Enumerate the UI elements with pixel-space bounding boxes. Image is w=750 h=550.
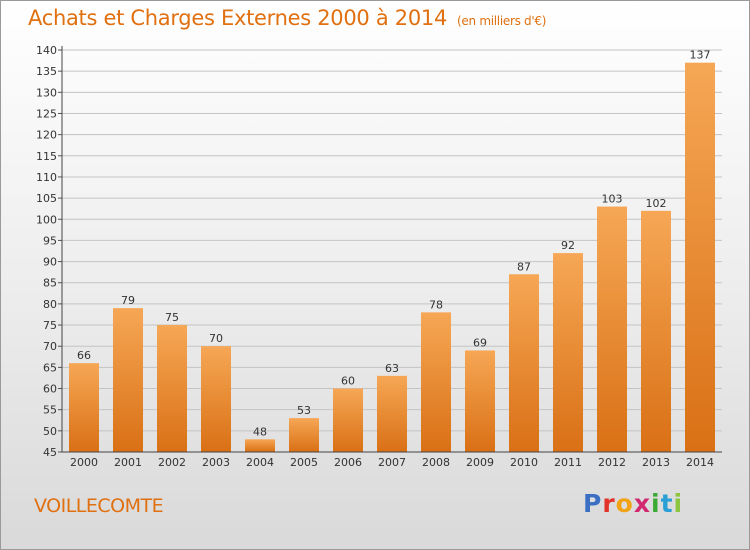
y-tick-label: 90 — [43, 256, 57, 269]
bar — [289, 418, 319, 452]
bar — [245, 439, 275, 452]
x-tick-label: 2000 — [70, 456, 98, 469]
chart-title-text: Achats et Charges Externes 2000 à 2014 — [28, 6, 448, 30]
y-tick-label: 60 — [43, 383, 57, 396]
x-tick-label: 2010 — [510, 456, 538, 469]
chart-title: Achats et Charges Externes 2000 à 2014 (e… — [28, 6, 546, 30]
y-tick-label: 80 — [43, 298, 57, 311]
bar — [201, 346, 231, 452]
logo-letter: o — [615, 489, 634, 518]
logo-letter: i — [673, 489, 684, 518]
value-label: 87 — [517, 260, 531, 273]
bar — [685, 62, 715, 453]
y-tick-label: 85 — [43, 277, 57, 290]
y-tick-label: 100 — [36, 213, 57, 226]
x-tick-label: 2003 — [202, 456, 230, 469]
bar — [333, 388, 363, 452]
x-axis-ticks: 2000 2001 2002 2003 2004 2005 2006 2007 2008 2009… — [70, 456, 714, 469]
x-tick-label: 2001 — [114, 456, 142, 469]
chart-unit: (en milliers d'€) — [457, 14, 547, 28]
y-tick-label: 125 — [36, 107, 57, 120]
value-label: 63 — [385, 362, 399, 375]
logo-letter: r — [602, 489, 616, 518]
value-label: 75 — [165, 311, 179, 324]
value-label: 102 — [646, 197, 667, 210]
x-tick-label: 2008 — [422, 456, 450, 469]
value-label: 137 — [690, 49, 711, 62]
y-tick-label: 140 — [36, 44, 57, 57]
value-labels: 66 79 75 70 48 53 60 63 78 69 87 92 103 102 137 — [77, 49, 711, 439]
y-tick-label: 70 — [43, 340, 57, 353]
bar — [641, 210, 671, 452]
bar — [377, 375, 407, 452]
value-label: 79 — [121, 294, 135, 307]
y-tick-label: 135 — [36, 65, 57, 78]
bar — [509, 274, 539, 452]
value-label: 78 — [429, 298, 443, 311]
x-tick-label: 2011 — [554, 456, 582, 469]
y-tick-label: 75 — [43, 319, 57, 332]
value-label: 66 — [77, 349, 91, 362]
value-label: 53 — [297, 404, 311, 417]
value-label: 69 — [473, 336, 487, 349]
bar — [157, 325, 187, 452]
y-tick-label: 105 — [36, 192, 57, 205]
y-tick-label: 120 — [36, 129, 57, 142]
x-tick-label: 2006 — [334, 456, 362, 469]
bar — [113, 308, 143, 452]
y-tick-label: 65 — [43, 361, 57, 374]
y-tick-label: 130 — [36, 86, 57, 99]
logo-letter: P — [583, 489, 603, 518]
bar — [69, 363, 99, 452]
logo-letter: i — [651, 489, 661, 518]
bar — [553, 253, 583, 452]
value-label: 103 — [602, 193, 623, 206]
bars — [69, 62, 715, 453]
y-tick-label: 115 — [36, 150, 57, 163]
x-tick-label: 2013 — [642, 456, 670, 469]
x-tick-label: 2005 — [290, 456, 318, 469]
x-tick-label: 2004 — [246, 456, 274, 469]
y-tick-label: 55 — [43, 404, 57, 417]
y-tick-label: 45 — [43, 446, 57, 459]
logo-letter: t — [660, 489, 674, 518]
value-label: 60 — [341, 375, 355, 388]
x-tick-label: 2009 — [466, 456, 494, 469]
x-tick-label: 2007 — [378, 456, 406, 469]
bar — [465, 350, 495, 452]
y-axis-ticks: 45 50 55 60 65 70 75 80 85 90 95 100 105 110 115 120 125… — [36, 44, 62, 459]
x-tick-label: 2012 — [598, 456, 626, 469]
proxiti-logo: Proxiti — [583, 489, 683, 518]
value-label: 70 — [209, 332, 223, 345]
logo-letter: x — [633, 489, 651, 518]
commune-name: VOILLECOMTE — [34, 495, 164, 517]
value-label: 48 — [253, 425, 267, 438]
x-tick-label: 2014 — [686, 456, 714, 469]
bar — [421, 312, 451, 452]
value-label: 92 — [561, 239, 575, 252]
y-tick-label: 50 — [43, 425, 57, 438]
y-tick-label: 110 — [36, 171, 57, 184]
y-tick-label: 95 — [43, 234, 57, 247]
x-tick-label: 2002 — [158, 456, 186, 469]
bar — [597, 206, 627, 452]
